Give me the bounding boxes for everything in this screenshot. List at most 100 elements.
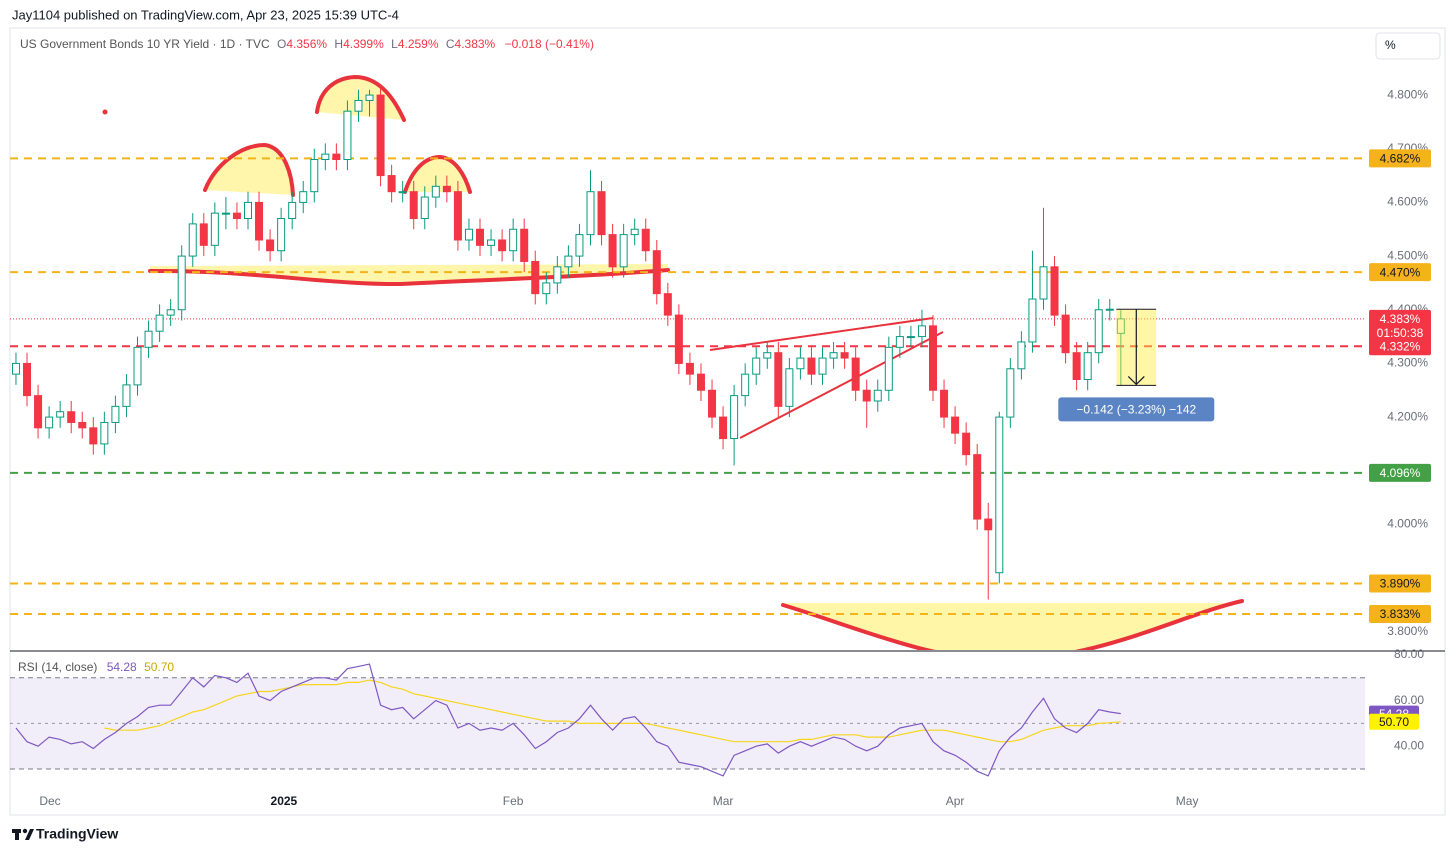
logo: TradingView <box>12 826 118 842</box>
rsi-legend-value: 54.28 <box>107 660 137 674</box>
candle-body <box>509 228 518 252</box>
candle-body <box>696 373 705 391</box>
candle-body <box>829 352 838 359</box>
legend-key: O <box>277 37 286 51</box>
x-tick-label: Dec <box>39 794 60 808</box>
candle-body <box>940 389 949 418</box>
level-label: 3.833% <box>1380 607 1421 621</box>
level-label-box <box>1369 574 1431 593</box>
candle-body <box>232 212 241 220</box>
candle-body <box>89 427 98 445</box>
rsi-ma-legend-value: 50.70 <box>144 660 174 674</box>
highlight <box>205 145 293 195</box>
candle-body <box>1094 309 1103 354</box>
candle-body <box>210 212 219 246</box>
candle-body <box>255 201 264 241</box>
rsi-line <box>104 679 1121 743</box>
y-tick-label: 4.600% <box>1387 195 1428 209</box>
level-label-box <box>1369 263 1431 282</box>
candle-body <box>464 228 473 241</box>
candle-body <box>774 352 783 407</box>
candle-body <box>542 282 551 295</box>
candle-body <box>1017 341 1026 370</box>
candle-body <box>663 293 672 316</box>
drawing-curve <box>203 142 295 197</box>
symbol-title: US Government Bonds 10 YR Yield · 1D · T… <box>20 37 270 51</box>
candle-body <box>520 228 529 262</box>
candle-body <box>188 223 197 257</box>
candle-body <box>928 325 937 391</box>
candle-body <box>365 94 374 101</box>
candle-body <box>476 228 485 246</box>
candle-body <box>431 185 440 198</box>
candle-body <box>321 153 330 160</box>
candle-body <box>78 421 87 429</box>
legend-key: C <box>446 37 455 51</box>
candle-body <box>299 191 308 203</box>
candle-body <box>100 421 109 445</box>
candle-body <box>199 223 208 246</box>
logo-mark <box>22 828 28 834</box>
candle-body <box>741 373 750 397</box>
y-tick-label: 4.000% <box>1387 517 1428 531</box>
level-label-box <box>1369 463 1431 482</box>
candle-body <box>277 218 286 252</box>
candle-body <box>619 234 628 268</box>
candle-body <box>674 314 683 364</box>
candle-body <box>906 336 915 339</box>
y-tick-label: 3.800% <box>1387 624 1428 638</box>
candle-body <box>34 395 43 429</box>
level-label-box <box>1369 149 1431 168</box>
level-label: 4.470% <box>1380 265 1421 279</box>
candle-body <box>332 153 341 160</box>
scale-button-label[interactable]: % <box>1385 38 1396 52</box>
candle-body <box>553 266 562 284</box>
drawing-curve <box>315 74 406 122</box>
y-tick-label: 4.300% <box>1387 356 1428 370</box>
candle-body <box>851 357 860 391</box>
symbol-legend: US Government Bonds 10 YR Yield · 1D · T… <box>20 37 594 51</box>
rsi-value-box <box>1369 713 1419 730</box>
candle-body <box>1061 314 1070 354</box>
dot <box>102 109 108 115</box>
drawings <box>102 74 1244 650</box>
candle-body <box>708 389 717 418</box>
drawing-curve <box>781 599 1244 650</box>
candle-body <box>652 250 661 295</box>
candle-body <box>23 362 32 397</box>
rsi-title: RSI (14, close) <box>18 660 97 674</box>
candle-body <box>1006 368 1015 418</box>
rsi-value-label: 50.70 <box>1379 715 1409 729</box>
candle-body <box>730 395 739 440</box>
publisher: Jay1104 published on TradingView.com, Ap… <box>12 7 399 22</box>
candle-body <box>11 362 20 375</box>
candle-body <box>995 416 1004 574</box>
candle-body <box>796 357 805 370</box>
level-label: 4.682% <box>1380 152 1421 166</box>
candle-body <box>531 260 540 295</box>
candle-body <box>973 454 982 520</box>
drawing-curve <box>403 154 472 194</box>
candle-body <box>387 175 396 193</box>
candle-body <box>884 346 893 391</box>
x-tick-label: May <box>1176 794 1199 808</box>
candle-body <box>752 357 761 375</box>
candle-body <box>487 239 496 246</box>
candle-body <box>763 352 772 359</box>
candle-body <box>1072 352 1081 381</box>
measure-label: −0.142 (−3.23%) −142 <box>1076 403 1196 417</box>
candle-body <box>243 201 252 220</box>
candle-body <box>354 99 363 112</box>
candle-body <box>133 346 142 386</box>
candle-body <box>376 94 385 177</box>
x-tick-label: Apr <box>946 794 965 808</box>
countdown: 01:50:38 <box>1377 326 1424 340</box>
rsi-tick-label: 40.00 <box>1394 738 1424 752</box>
scale-button[interactable] <box>1375 32 1441 60</box>
candle-body <box>785 368 794 407</box>
level-label: 3.890% <box>1380 577 1421 591</box>
level-label: 4.332% <box>1380 339 1421 353</box>
candle-body <box>873 389 882 402</box>
candle-body <box>641 228 650 252</box>
